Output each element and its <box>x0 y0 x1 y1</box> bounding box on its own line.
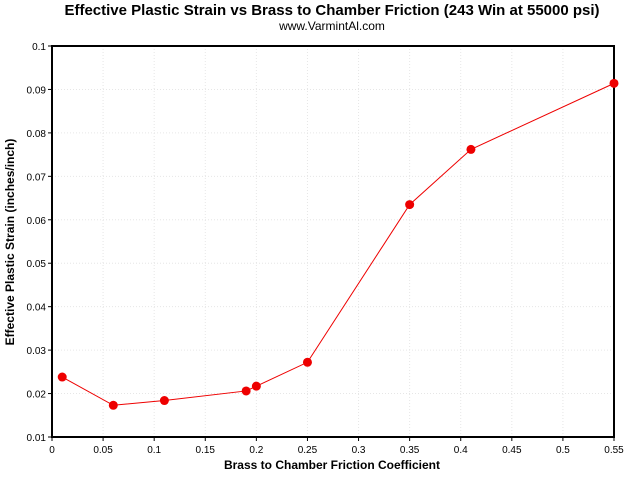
y-tick-label: 0.04 <box>27 303 47 314</box>
y-tick-label: 0.1 <box>32 42 46 53</box>
series-line <box>61 82 615 406</box>
data-point <box>609 78 619 88</box>
y-tick-label: 0.02 <box>27 390 47 401</box>
x-tick-label: 0.25 <box>298 445 318 456</box>
data-point <box>57 372 67 382</box>
x-tick-label: 0.05 <box>93 445 113 456</box>
x-tick-label: 0.1 <box>147 445 161 456</box>
y-tick-label: 0.03 <box>27 346 47 357</box>
plot-area <box>51 45 615 438</box>
y-tick-label: 0.01 <box>27 433 47 444</box>
chart-title: Effective Plastic Strain vs Brass to Cha… <box>64 2 599 19</box>
y-axis-label: Effective Plastic Strain (inches/inch) <box>3 139 17 346</box>
data-point <box>159 396 169 406</box>
y-tick-label: 0.07 <box>27 172 47 183</box>
data-series <box>57 78 619 410</box>
grid <box>51 45 615 438</box>
x-tick-label: 0.5 <box>556 445 570 456</box>
x-tick-label: 0.55 <box>604 445 624 456</box>
x-tick-label: 0.35 <box>400 445 420 456</box>
x-tick-label: 0.45 <box>502 445 522 456</box>
data-point <box>466 144 476 154</box>
x-tick-label: 0 <box>49 445 55 456</box>
x-tick-label: 0.15 <box>196 445 216 456</box>
y-tick-label: 0.09 <box>27 85 47 96</box>
data-point <box>241 386 251 396</box>
x-tick-label: 0.3 <box>352 445 366 456</box>
axis-ticks: 0 0.05 0.1 0.15 0.2 0.25 0.3 0.35 0.4 0.45 0.5 0.55… <box>27 42 625 456</box>
data-point <box>108 400 118 410</box>
data-point <box>405 200 415 210</box>
y-tick-label: 0.06 <box>27 216 47 227</box>
chart-subtitle: www.VarmintAl.com <box>278 19 385 33</box>
x-tick-label: 0.2 <box>249 445 263 456</box>
x-tick-label: 0.4 <box>454 445 468 456</box>
data-point <box>302 357 312 367</box>
data-point <box>251 381 261 391</box>
y-tick-label: 0.05 <box>27 259 47 270</box>
x-axis-label: Brass to Chamber Friction Coefficient <box>224 458 440 472</box>
y-tick-label: 0.08 <box>27 129 47 140</box>
